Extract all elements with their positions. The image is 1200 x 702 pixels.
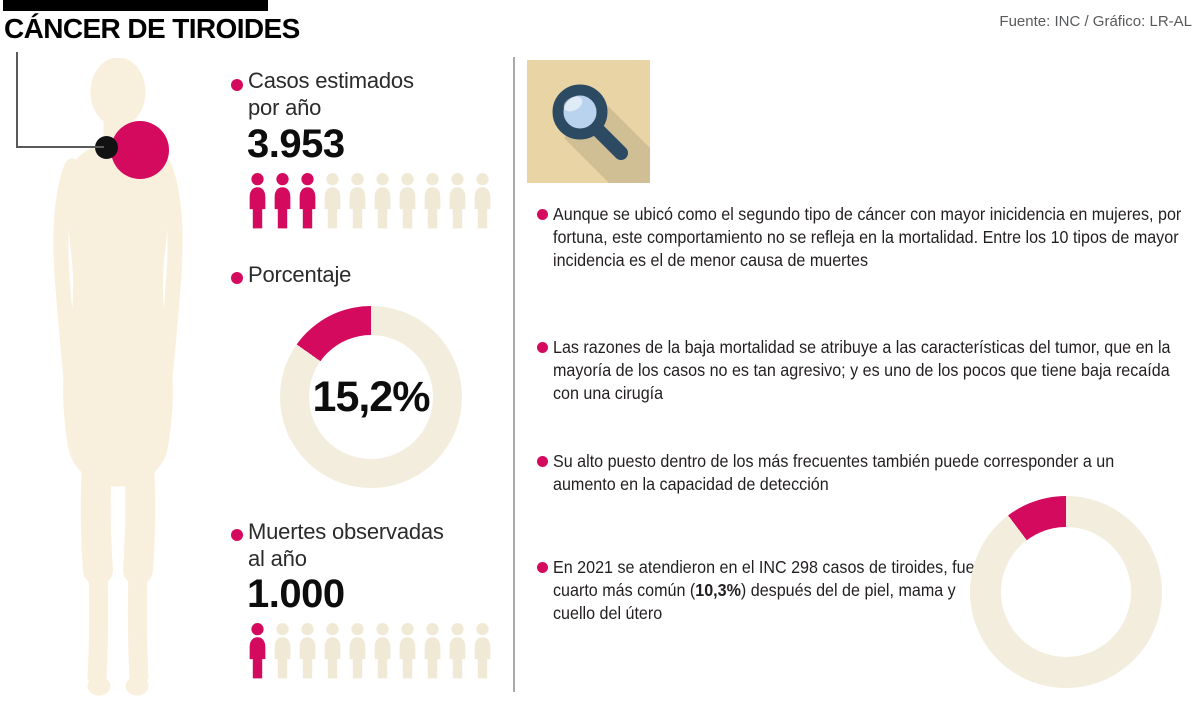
bullet-dot-icon xyxy=(537,209,548,220)
person-icon xyxy=(396,622,419,680)
person-icon xyxy=(246,622,269,680)
estimated-cases-label-line1: Casos estimados xyxy=(248,68,414,93)
person-icon xyxy=(471,622,494,680)
person-icon xyxy=(321,172,344,230)
thyroid-highlight-circle xyxy=(111,121,169,179)
donut-hole xyxy=(1001,527,1131,657)
person-icon xyxy=(421,172,444,230)
bullet-dot-icon xyxy=(537,342,548,353)
inc-cases-donut-chart xyxy=(970,496,1162,688)
title-accent-bar xyxy=(3,0,268,11)
bullet-dot-icon xyxy=(231,272,243,284)
person-icon xyxy=(446,172,469,230)
bullet-dot-icon xyxy=(231,529,243,541)
donut-hole xyxy=(309,335,433,459)
note-detection-capacity: Su alto puesto dentro de los más frecuen… xyxy=(553,451,1115,494)
page-title: CÁNCER DE TIROIDES xyxy=(4,13,300,44)
callout-line-horizontal xyxy=(16,146,104,148)
person-icon xyxy=(471,172,494,230)
person-icon xyxy=(371,622,394,680)
estimated-cases-value: 3.953 xyxy=(247,122,345,166)
note-incidence-vs-mortality: Aunque se ubicó como el segundo tipo de … xyxy=(553,204,1182,270)
person-icon xyxy=(296,172,319,230)
female-body-silhouette xyxy=(53,58,183,696)
callout-line-vertical xyxy=(16,52,18,148)
person-icon xyxy=(321,622,344,680)
bullet-dot-icon xyxy=(537,562,548,573)
deaths-label-line2: al año xyxy=(248,546,307,571)
source-credit: Fuente: INC / Gráfico: LR-AL xyxy=(999,13,1192,30)
person-icon xyxy=(246,172,269,230)
estimated-cases-pictogram-row xyxy=(246,172,494,230)
deaths-label-line1: Muertes observadas xyxy=(248,519,444,544)
person-icon xyxy=(271,622,294,680)
deaths-value: 1.000 xyxy=(247,572,345,616)
bullet-dot-icon xyxy=(537,456,548,467)
magnifying-glass-icon xyxy=(552,84,650,183)
person-icon xyxy=(446,622,469,680)
person-icon xyxy=(296,622,319,680)
column-divider xyxy=(513,57,515,692)
person-icon xyxy=(396,172,419,230)
note-low-mortality-reasons: Las razones de la baja mortalidad se atr… xyxy=(553,337,1171,403)
person-icon xyxy=(346,172,369,230)
person-icon xyxy=(421,622,444,680)
estimated-cases-label-line2: por año xyxy=(248,95,322,120)
magnifier-tile xyxy=(527,60,650,183)
bullet-dot-icon xyxy=(231,79,243,91)
person-icon xyxy=(371,172,394,230)
percentage-donut-value: 15,2% xyxy=(312,372,431,421)
thyroid-pointer-dot xyxy=(95,136,118,159)
person-icon xyxy=(271,172,294,230)
note-inc-2021-cases: En 2021 se atendieron en el INC 298 caso… xyxy=(553,557,992,623)
percentage-label: Porcentaje xyxy=(248,262,352,287)
percentage-donut-chart: 15,2% xyxy=(280,306,462,488)
deaths-pictogram-row xyxy=(246,622,494,680)
person-icon xyxy=(346,622,369,680)
